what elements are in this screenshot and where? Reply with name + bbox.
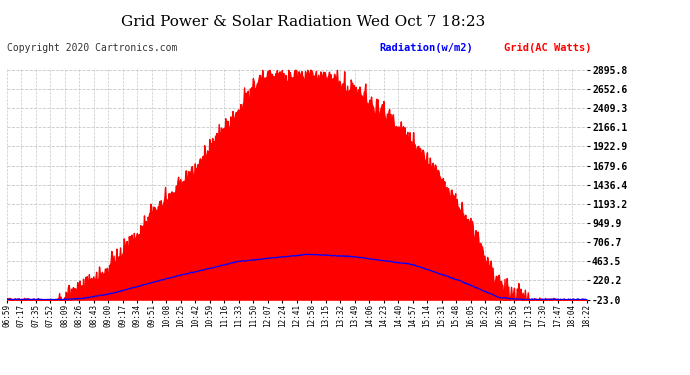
Text: Radiation(w/m2): Radiation(w/m2) xyxy=(380,43,473,53)
Text: Grid(AC Watts): Grid(AC Watts) xyxy=(504,43,591,53)
Text: Copyright 2020 Cartronics.com: Copyright 2020 Cartronics.com xyxy=(7,43,177,53)
Text: Grid Power & Solar Radiation Wed Oct 7 18:23: Grid Power & Solar Radiation Wed Oct 7 1… xyxy=(121,15,486,29)
